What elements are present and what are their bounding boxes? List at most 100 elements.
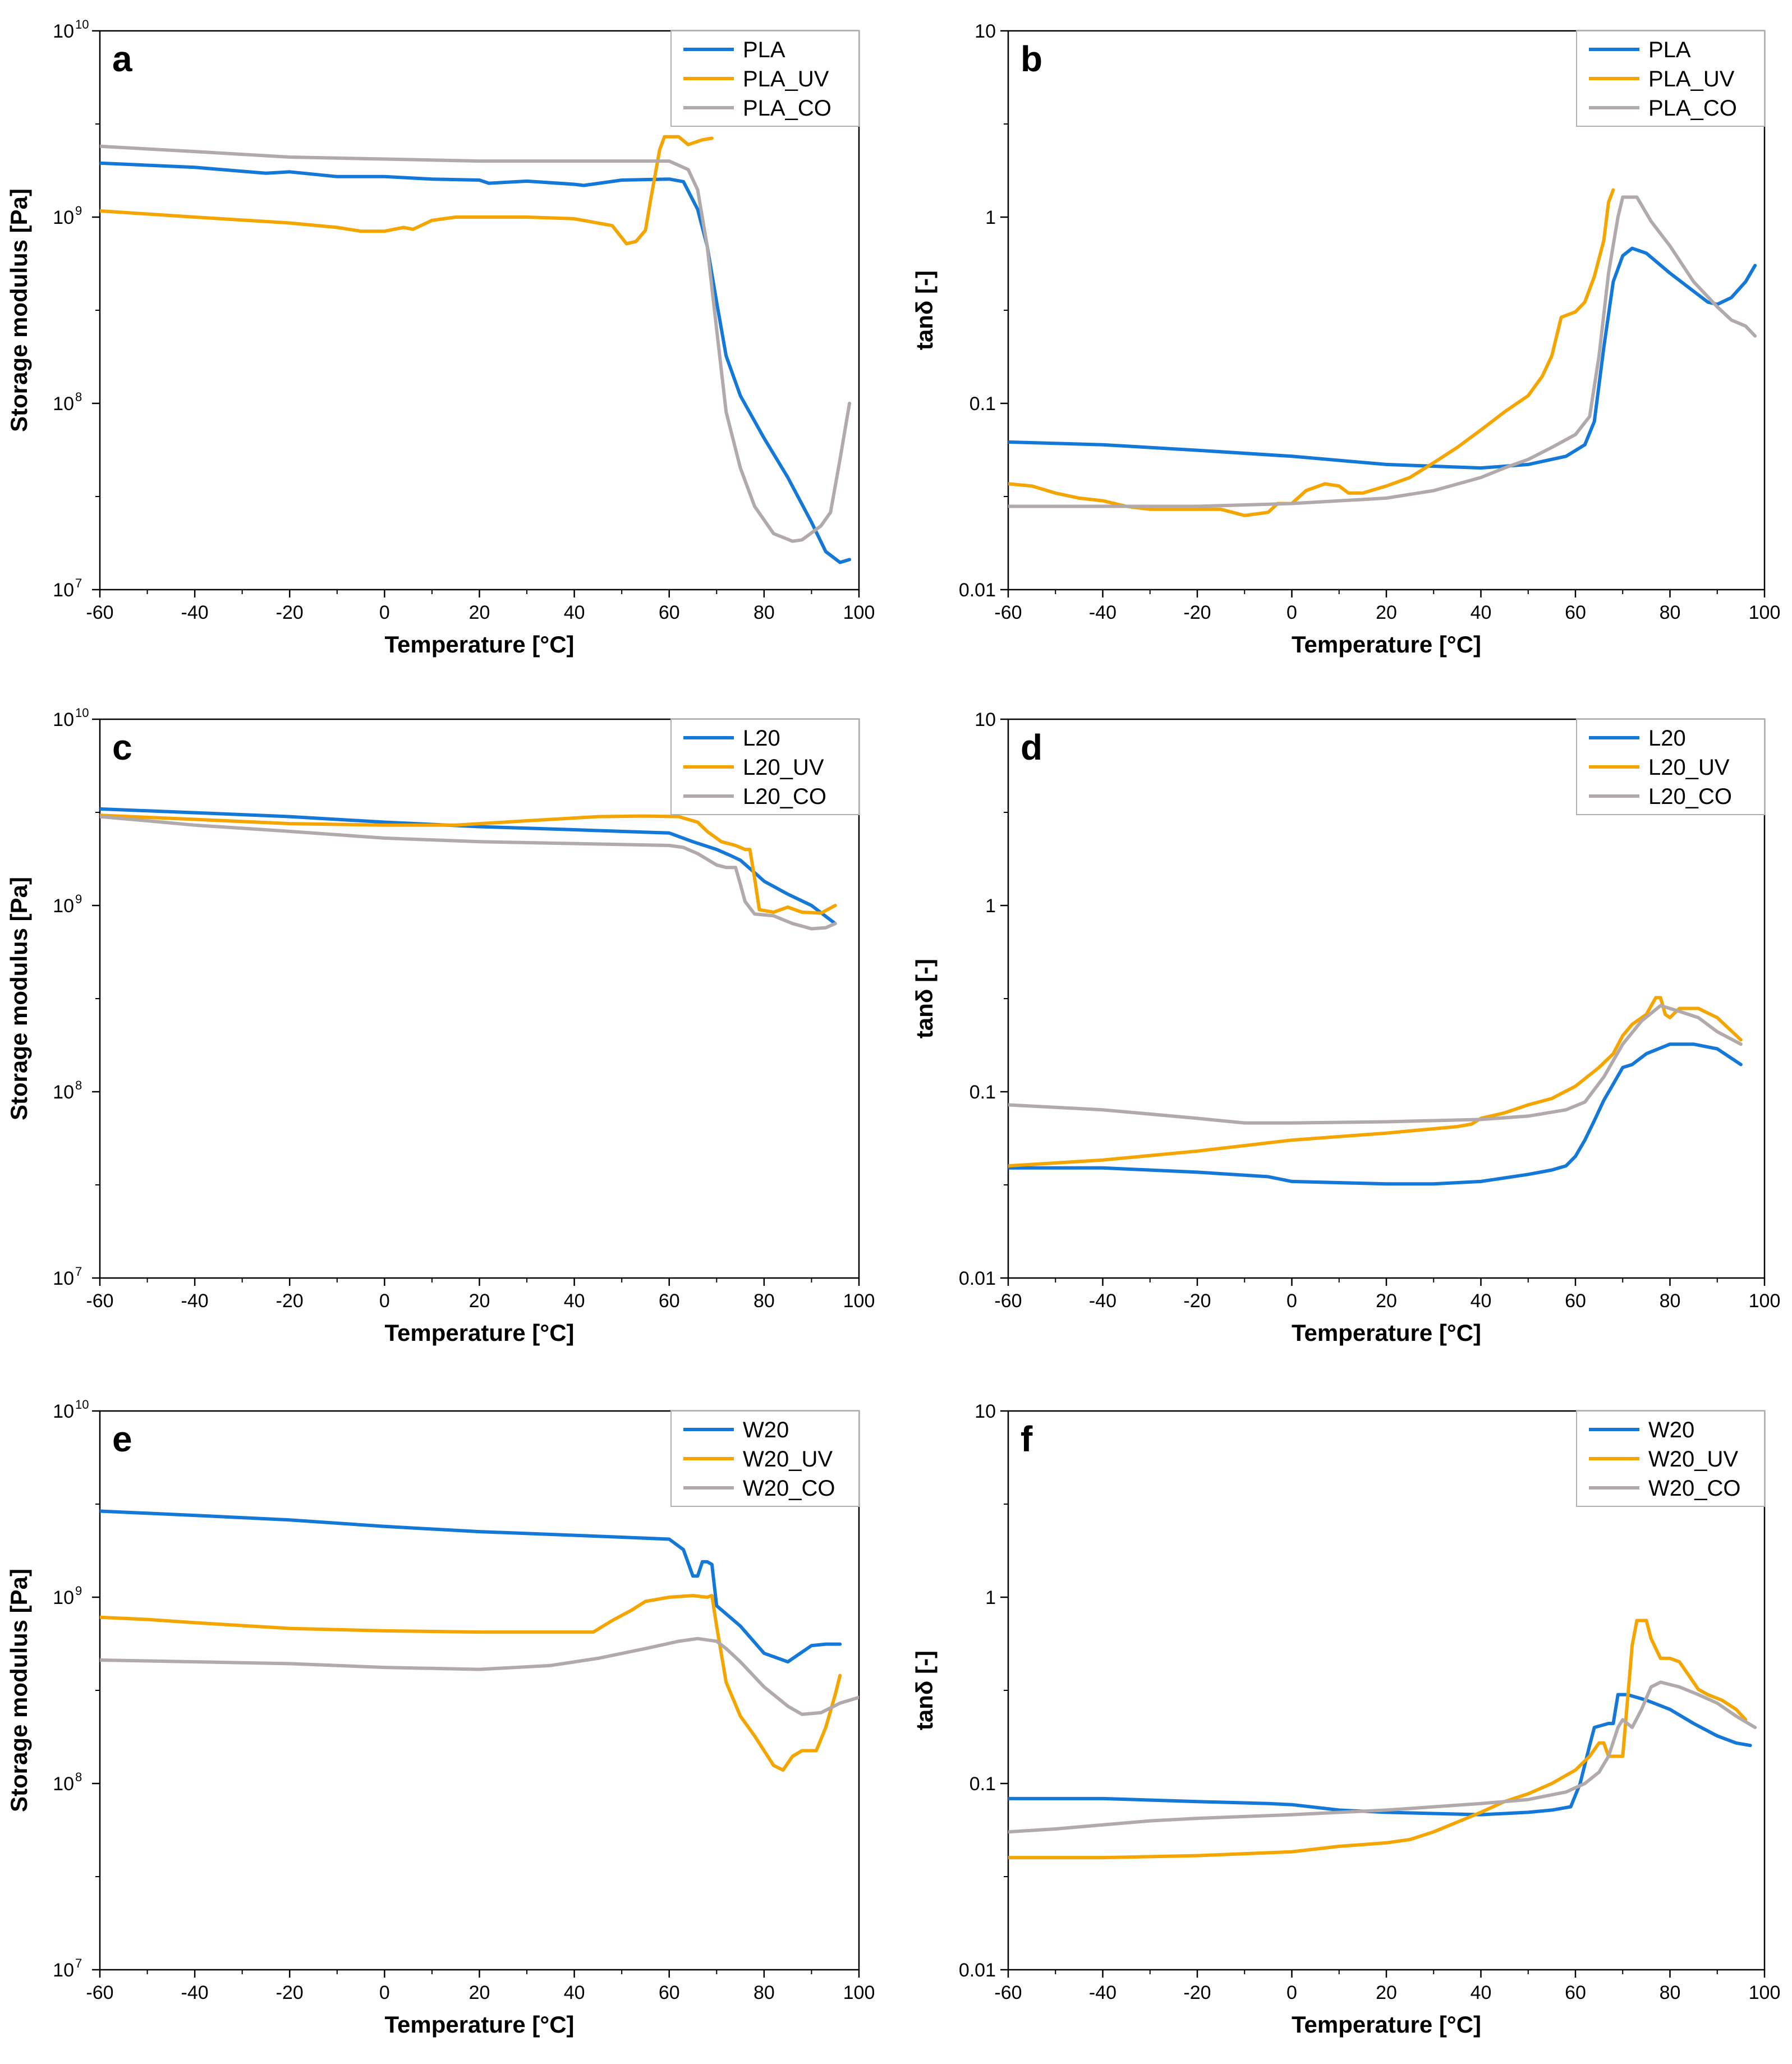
- x-tick-label: 80: [1660, 602, 1681, 623]
- x-tick-label: 100: [1749, 1290, 1781, 1312]
- y-tick-label: 10: [53, 709, 74, 730]
- x-tick-label: -60: [994, 602, 1022, 623]
- legend-label: W20_UV: [743, 1447, 833, 1472]
- series-line-l20-co: [100, 815, 837, 931]
- x-tick-label: 80: [753, 602, 775, 623]
- x-tick-label: -40: [1089, 1290, 1116, 1312]
- x-tick-label: 40: [564, 1982, 585, 2003]
- x-tick-label: 60: [659, 602, 680, 623]
- panel-d: -60 -40 -20 0 20 40 60 80 100 0.01 0.1 1 10 Temperatu…: [911, 709, 1780, 1346]
- x-tick-label: -40: [1089, 602, 1116, 623]
- y-tick-label: 0.01: [959, 580, 996, 601]
- x-tick-label: 0: [379, 602, 390, 623]
- y-tick-exponent: 8: [75, 1770, 82, 1784]
- x-tick-label: 60: [659, 1982, 680, 2003]
- x-tick-label: 80: [1660, 1982, 1681, 2003]
- x-tick-label: 100: [843, 1982, 875, 2003]
- x-tick-label: 20: [1376, 1290, 1397, 1312]
- legend-label: L20: [743, 726, 780, 751]
- y-tick-label: 10: [53, 1773, 74, 1795]
- x-tick-label: 80: [753, 1290, 775, 1312]
- y-tick-label: 1: [985, 895, 996, 917]
- x-tick-label: 40: [1471, 602, 1492, 623]
- x-tick-label: 0: [379, 1982, 390, 2003]
- y-tick-label: 10: [53, 1401, 74, 1422]
- series-line-w20-uv: [100, 1594, 842, 1772]
- y-axis-title: Storage modulus [Pa]: [6, 189, 32, 432]
- x-tick-label: -40: [1089, 1982, 1116, 2003]
- y-tick-exponent: 9: [75, 1584, 82, 1598]
- legend-label: W20: [1648, 1418, 1694, 1442]
- legend-label: W20_CO: [743, 1476, 835, 1501]
- x-tick-label: -20: [1183, 1982, 1211, 2003]
- legend-label: W20_UV: [1648, 1447, 1738, 1472]
- y-tick-label: 10: [53, 1587, 74, 1608]
- x-tick-label: 40: [1471, 1290, 1492, 1312]
- y-tick-label: 1: [985, 1587, 996, 1608]
- x-tick-label: -40: [181, 1290, 209, 1312]
- x-tick-label: 20: [469, 602, 490, 623]
- y-tick-exponent: 7: [75, 576, 82, 590]
- series-line-w20: [1008, 1693, 1752, 1817]
- legend-label: PLA_UV: [743, 67, 829, 91]
- x-tick-label: -20: [276, 1982, 304, 2003]
- x-tick-label: -60: [86, 1982, 113, 2003]
- y-tick-exponent: 7: [75, 1265, 82, 1279]
- x-tick-label: 80: [1660, 1290, 1681, 1312]
- series-line-l20-uv: [1008, 996, 1743, 1168]
- y-tick-label: 0.01: [959, 1960, 996, 1981]
- x-tick-label: -20: [276, 602, 304, 623]
- x-tick-label: 0: [1286, 1982, 1297, 2003]
- series-line-l20-uv: [100, 813, 837, 915]
- x-tick-label: 100: [843, 1290, 875, 1312]
- y-tick-label: 10: [53, 895, 74, 917]
- legend-label: L20_UV: [743, 755, 824, 780]
- legend-label: PLA_CO: [1648, 96, 1737, 121]
- series-line-w20-co: [1008, 1680, 1757, 1834]
- x-axis-title: Temperature [°C]: [384, 1320, 574, 1346]
- y-tick-label: 1: [985, 207, 996, 228]
- panel-letter: d: [1021, 727, 1042, 767]
- legend-label: L20: [1648, 726, 1686, 751]
- x-tick-label: 20: [1376, 1982, 1397, 2003]
- x-tick-label: -60: [994, 1982, 1022, 2003]
- y-tick-label: 10: [975, 21, 996, 42]
- series-line-pla: [1008, 246, 1757, 470]
- x-axis-title: Temperature [°C]: [384, 631, 574, 658]
- series-line-w20-co: [100, 1637, 859, 1716]
- legend-label: W20: [743, 1418, 789, 1442]
- series-line-pla-uv: [1008, 188, 1615, 517]
- legend-label: PLA_CO: [743, 96, 831, 121]
- legend-label: L20_UV: [1648, 755, 1730, 780]
- legend-label: PLA_UV: [1648, 67, 1735, 91]
- x-tick-label: 20: [469, 1982, 490, 2003]
- series-line-pla: [100, 161, 852, 564]
- panel-letter: a: [112, 39, 132, 79]
- x-tick-label: -60: [86, 1290, 113, 1312]
- x-tick-label: -60: [994, 1290, 1022, 1312]
- series-line-pla-co: [100, 144, 852, 543]
- y-tick-label: 10: [53, 1082, 74, 1103]
- legend-label: PLA: [1648, 38, 1691, 62]
- series-line-l20: [1008, 1042, 1743, 1186]
- panel-letter: b: [1021, 39, 1042, 79]
- x-tick-label: 40: [564, 602, 585, 623]
- series-line-l20-co: [1008, 1004, 1743, 1125]
- x-tick-label: -40: [181, 1982, 209, 2003]
- y-tick-exponent: 8: [75, 390, 82, 404]
- y-tick-label: 0.1: [969, 1773, 996, 1795]
- y-tick-label: 10: [53, 207, 74, 228]
- series-line-pla-co: [1008, 195, 1757, 508]
- y-tick-label: 10: [53, 580, 74, 601]
- x-axis-title: Temperature [°C]: [1292, 1320, 1481, 1346]
- y-axis-title: tanδ [-]: [911, 270, 938, 350]
- y-axis-title: Storage modulus [Pa]: [6, 1569, 32, 1812]
- x-tick-label: 60: [659, 1290, 680, 1312]
- x-axis-title: Temperature [°C]: [1292, 631, 1481, 658]
- x-tick-label: 20: [1376, 602, 1397, 623]
- x-tick-label: -20: [1183, 1290, 1211, 1312]
- panel-letter: f: [1021, 1419, 1033, 1459]
- x-tick-label: 100: [843, 602, 875, 623]
